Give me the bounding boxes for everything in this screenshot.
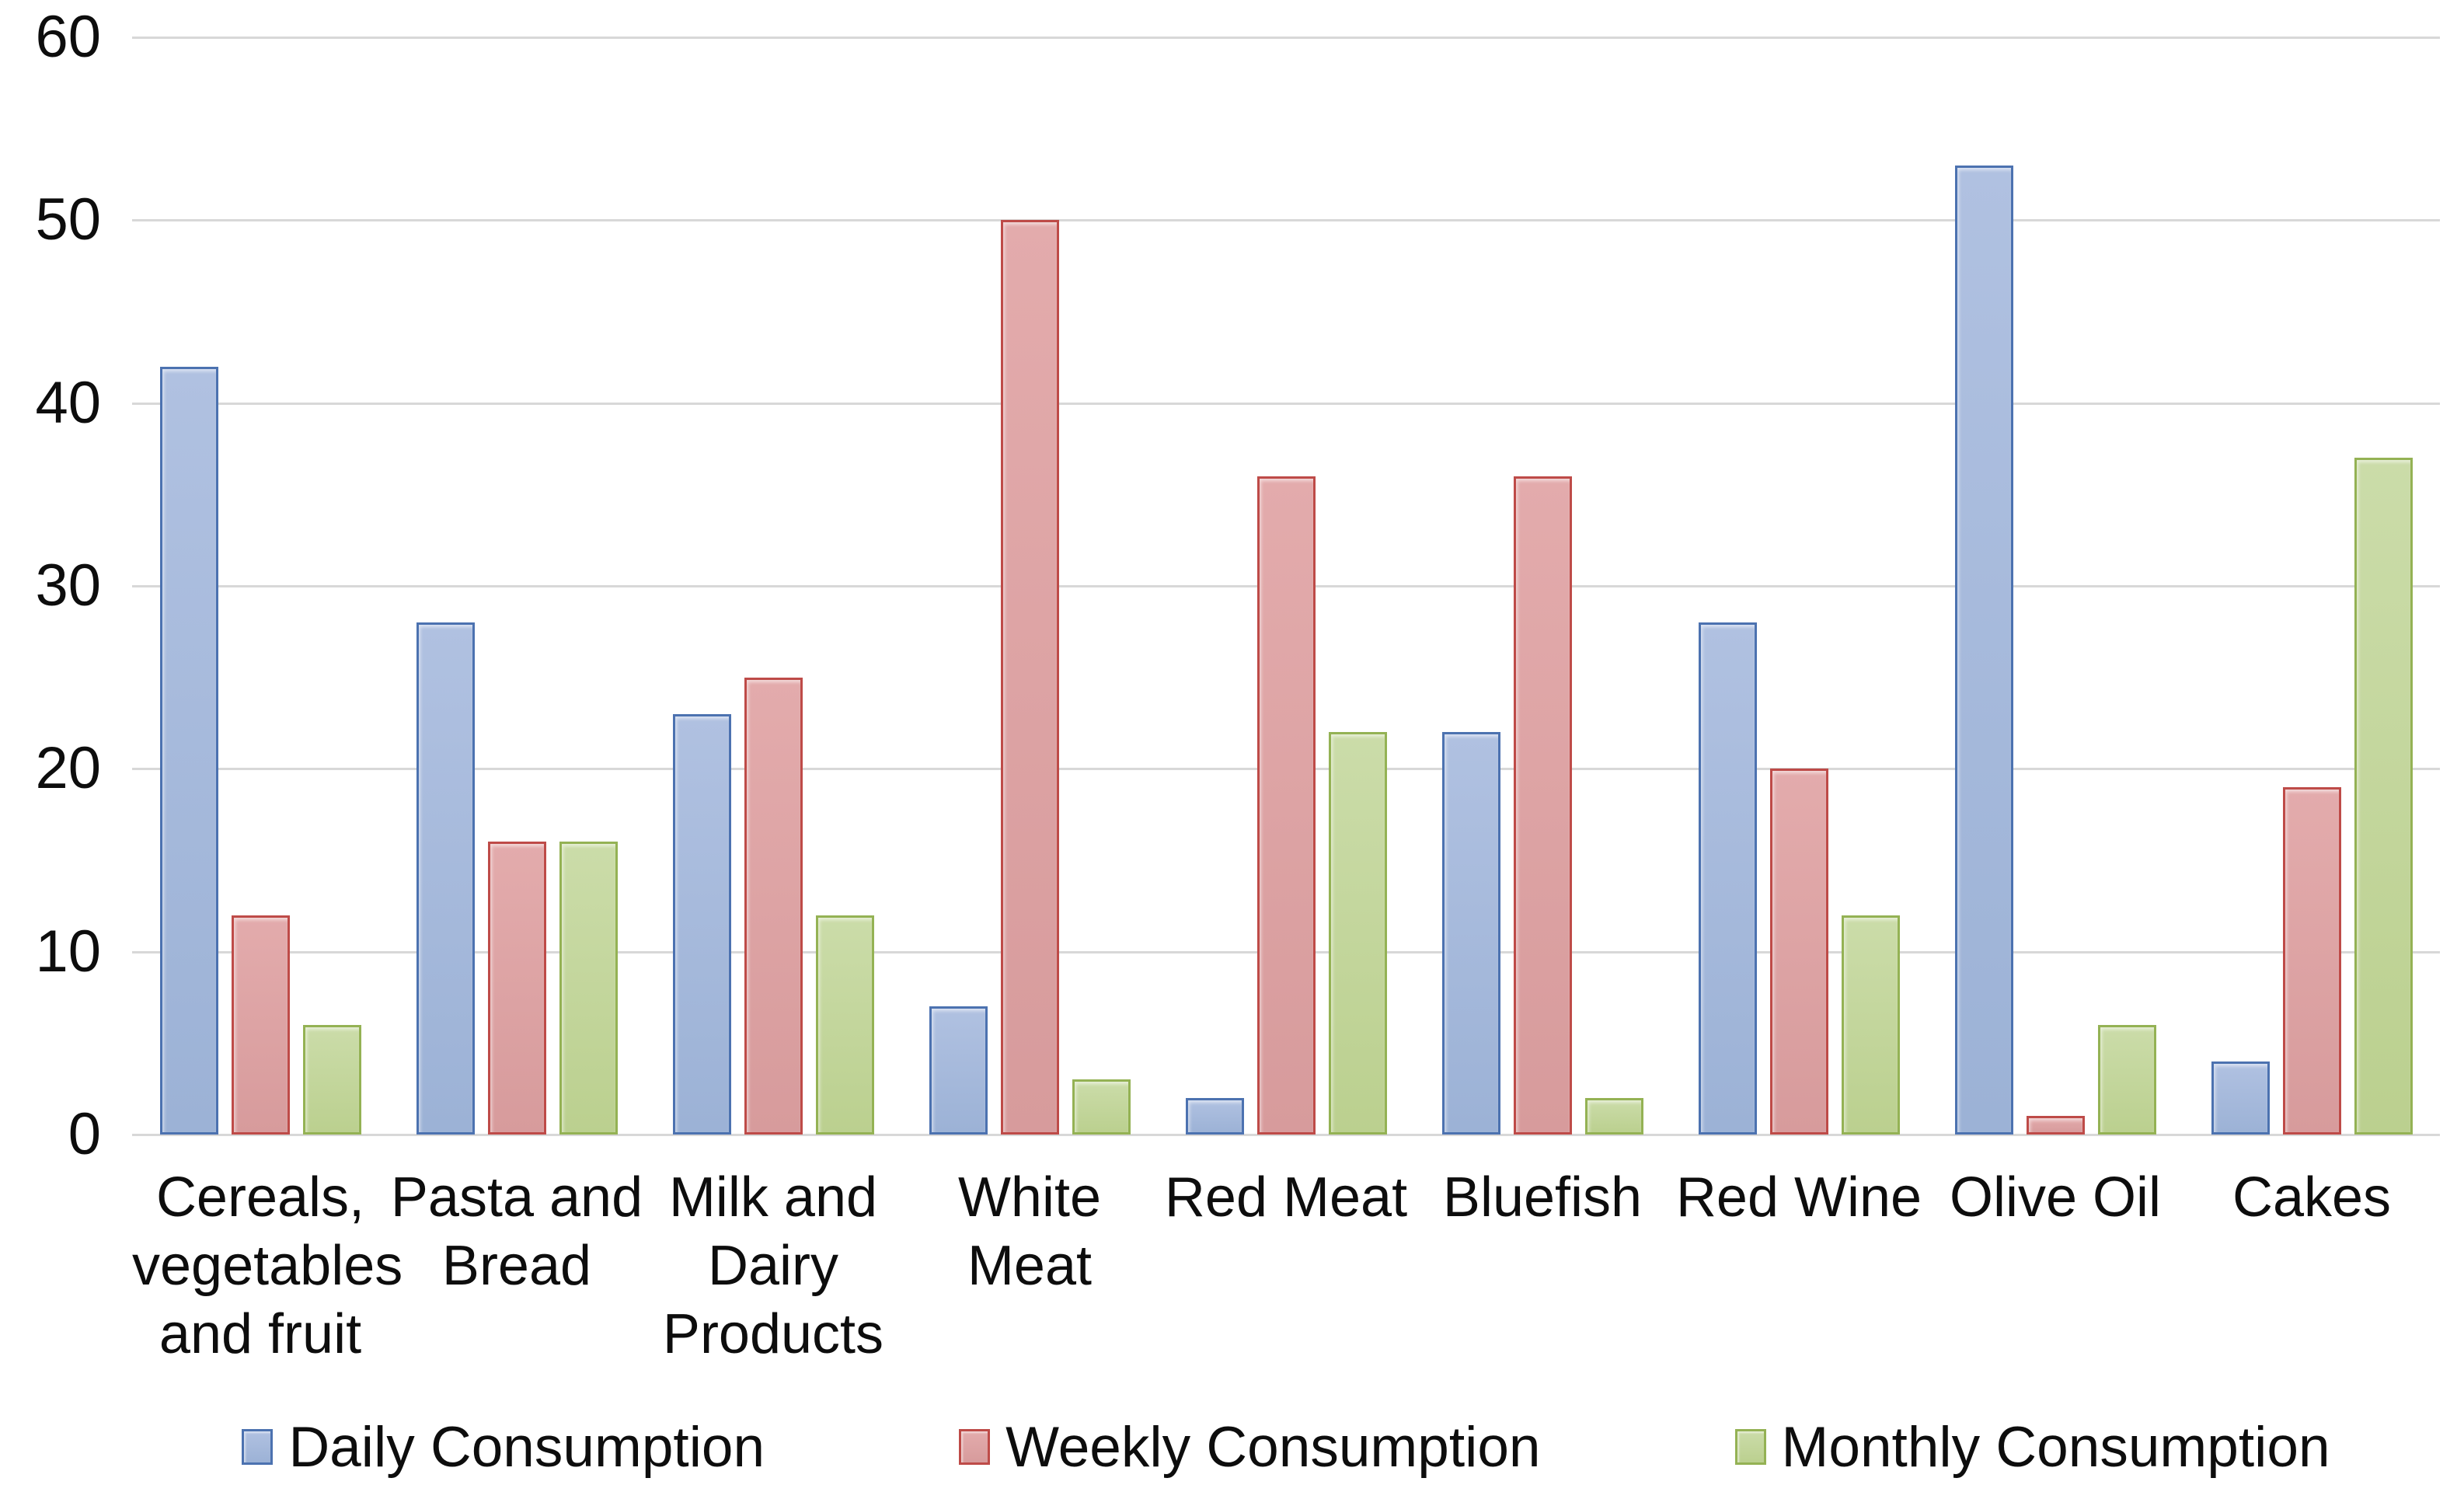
bar-weekly-consumption xyxy=(1769,769,1828,1135)
bar-group xyxy=(132,37,389,1135)
bar-daily-consumption xyxy=(1698,622,1757,1135)
bar-monthly-consumption xyxy=(1328,732,1387,1135)
bar-group xyxy=(1927,37,2183,1135)
bar-weekly-consumption xyxy=(744,677,803,1135)
bar-group xyxy=(1414,37,1671,1135)
bar-monthly-consumption xyxy=(1841,915,1900,1135)
category-label: White Meat xyxy=(957,1166,1102,1297)
legend-label: Weekly Consumption xyxy=(1005,1415,1541,1479)
legend-label: Daily Consumption xyxy=(288,1415,765,1479)
bar-weekly-consumption xyxy=(2282,786,2341,1135)
y-tick-label: 50 xyxy=(35,186,101,253)
bar-monthly-consumption xyxy=(559,842,618,1135)
bar-weekly-consumption xyxy=(231,915,290,1135)
bar-group xyxy=(1671,37,1927,1135)
bar-monthly-consumption xyxy=(1072,1079,1131,1135)
bar-weekly-consumption xyxy=(1256,476,1316,1135)
y-tick-label: 10 xyxy=(35,918,101,985)
category-label: Pasta and Bread xyxy=(390,1166,643,1297)
bar-daily-consumption xyxy=(1954,165,2013,1135)
y-tick-label: 60 xyxy=(35,4,101,70)
bar-monthly-consumption xyxy=(302,1024,361,1135)
gridline-60 xyxy=(132,37,2440,39)
bar-daily-consumption xyxy=(672,713,731,1135)
bar-weekly-consumption xyxy=(487,842,546,1135)
bar-daily-consumption xyxy=(2211,1061,2270,1135)
bar-monthly-consumption xyxy=(1584,1097,1643,1135)
plot-area xyxy=(132,37,2440,1136)
bar-monthly-consumption xyxy=(2097,1024,2156,1135)
legend-label: Monthly Consumption xyxy=(1781,1415,2330,1479)
y-tick-label: 20 xyxy=(35,735,101,802)
legend: Daily Consumption Weekly Consumption Month… xyxy=(132,1408,2440,1486)
bar-group xyxy=(2183,37,2440,1135)
bar-groups xyxy=(132,37,2440,1135)
bar-group xyxy=(389,37,645,1135)
bar-weekly-consumption xyxy=(1000,220,1059,1135)
gridline-0 xyxy=(132,1134,2440,1136)
legend-item: Weekly Consumption xyxy=(959,1415,1541,1480)
bar-group xyxy=(901,37,1158,1135)
bar-monthly-consumption xyxy=(2354,458,2413,1135)
gridline-40 xyxy=(132,402,2440,405)
category-label: Milk and Dairy Products xyxy=(662,1166,884,1365)
bar-daily-consumption xyxy=(159,366,218,1135)
category-label: Olive Oil xyxy=(1949,1166,2162,1229)
y-axis: 0 10 20 30 40 50 60 xyxy=(0,0,101,1492)
bar-daily-consumption xyxy=(1185,1097,1244,1135)
bar-weekly-consumption xyxy=(2026,1116,2085,1135)
bar-monthly-consumption xyxy=(815,915,874,1135)
category-label: Bluefish xyxy=(1442,1166,1643,1229)
category-label: Cereals, vegetables and fruit xyxy=(132,1166,403,1365)
legend-swatch-daily-consumption xyxy=(242,1429,274,1465)
bar-daily-consumption xyxy=(416,622,475,1135)
bar-group xyxy=(1158,37,1414,1135)
gridline-50 xyxy=(132,219,2440,222)
legend-item: Monthly Consumption xyxy=(1734,1415,2330,1480)
bar-group xyxy=(645,37,901,1135)
legend-item: Daily Consumption xyxy=(242,1415,765,1480)
legend-swatch-monthly-consumption xyxy=(1734,1429,1766,1465)
x-axis-labels: Cereals, vegetables and fruit Pasta and Brea… xyxy=(132,1164,2440,1368)
y-tick-label: 40 xyxy=(35,369,101,436)
category-label: Cakes xyxy=(2232,1166,2392,1229)
y-tick-label: 30 xyxy=(35,553,101,619)
category-label: Red Wine xyxy=(1675,1166,1922,1229)
category-label: Red Meat xyxy=(1164,1166,1408,1229)
bar-weekly-consumption xyxy=(1513,476,1572,1135)
bar-daily-consumption xyxy=(929,1006,988,1135)
y-tick-label: 0 xyxy=(68,1101,101,1167)
bar-daily-consumption xyxy=(1441,732,1500,1135)
legend-swatch-weekly-consumption xyxy=(959,1429,991,1465)
